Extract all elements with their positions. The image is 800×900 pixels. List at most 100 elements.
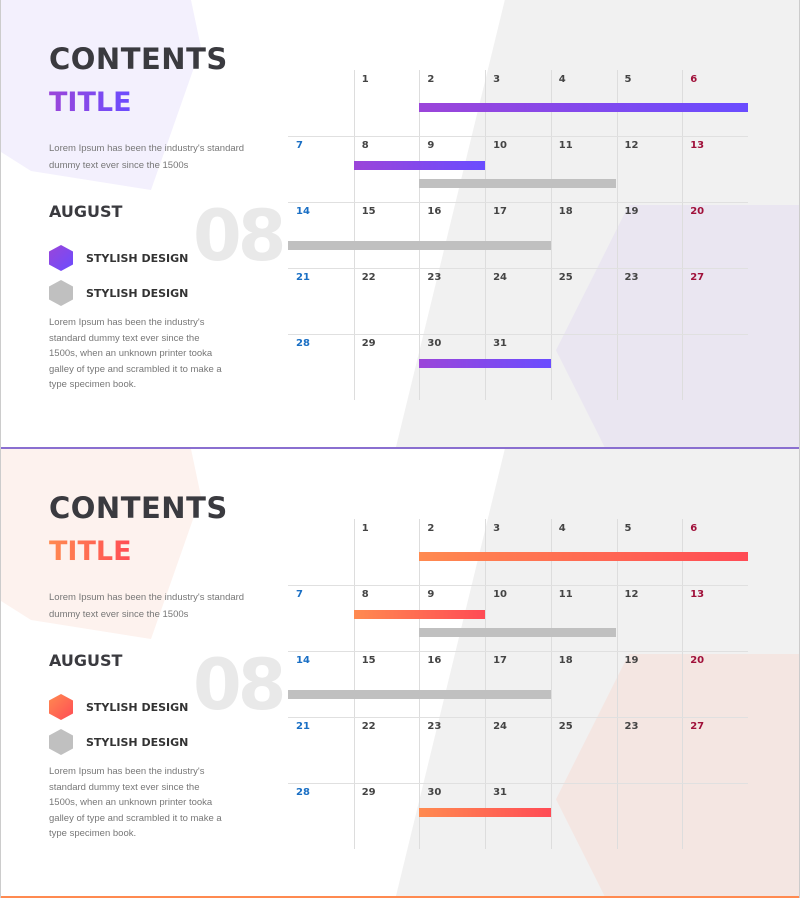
event-bar-accent[interactable]: [353, 610, 486, 619]
body-text: Lorem Ipsum has been the industry's stan…: [49, 766, 222, 839]
calendar-day[interactable]: 8: [361, 589, 369, 600]
calendar-day[interactable]: 5: [624, 523, 632, 534]
calendar-day[interactable]: 16: [427, 655, 442, 666]
grid-line: [485, 519, 487, 849]
calendar-day[interactable]: 6: [690, 74, 698, 85]
calendar-day[interactable]: 10: [493, 589, 508, 600]
calendar-day[interactable]: 13: [690, 140, 705, 151]
calendar-day[interactable]: 4: [558, 74, 566, 85]
grid-line: [288, 651, 748, 652]
calendar-day[interactable]: 5: [624, 74, 632, 85]
legend-item-gray: STYLISH DESIGN: [49, 280, 188, 306]
calendar-day[interactable]: 29: [361, 338, 376, 349]
event-bar-gray[interactable]: [288, 690, 551, 699]
calendar-day[interactable]: 21: [296, 721, 310, 732]
event-bar-accent[interactable]: [353, 161, 486, 170]
hexagon-icon: [49, 729, 73, 755]
calendar-day[interactable]: 24: [493, 721, 508, 732]
calendar-day[interactable]: 1: [361, 74, 369, 85]
calendar-day[interactable]: 30: [427, 787, 442, 798]
event-bar-accent[interactable]: [419, 808, 551, 817]
calendar-day[interactable]: 1: [361, 523, 369, 534]
calendar-day[interactable]: 13: [690, 589, 705, 600]
calendar-day[interactable]: 29: [361, 787, 376, 798]
calendar-day[interactable]: 28: [296, 787, 310, 798]
calendar-day[interactable]: 25: [558, 272, 573, 283]
event-bar-accent[interactable]: [419, 103, 748, 112]
calendar-day[interactable]: 14: [296, 655, 310, 666]
calendar-day[interactable]: 7: [296, 140, 303, 151]
calendar-day[interactable]: 3: [493, 523, 501, 534]
legend-item-accent: STYLISH DESIGN: [49, 694, 188, 720]
calendar-day[interactable]: 2: [427, 74, 435, 85]
grid-line: [485, 70, 487, 400]
calendar-day[interactable]: 9: [427, 589, 435, 600]
legend-label: STYLISH DESIGN: [86, 735, 189, 749]
grid-line: [288, 202, 748, 203]
legend-item-accent: STYLISH DESIGN: [49, 245, 188, 271]
title: TITLE: [49, 536, 132, 567]
calendar-day[interactable]: 15: [361, 655, 376, 666]
calendar-day[interactable]: 3: [493, 74, 501, 85]
calendar-day[interactable]: 4: [558, 523, 566, 534]
calendar-day[interactable]: 23: [624, 721, 639, 732]
calendar-day[interactable]: 28: [296, 338, 310, 349]
grid-line: [616, 519, 618, 849]
heading: CONTENTS: [49, 42, 228, 76]
calendar-day[interactable]: 23: [427, 272, 442, 283]
grid-line: [288, 136, 748, 137]
calendar-day[interactable]: 22: [361, 272, 376, 283]
calendar-day[interactable]: 17: [493, 206, 508, 217]
calendar-day[interactable]: 18: [558, 206, 573, 217]
month-number: 08: [193, 644, 286, 726]
calendar-day[interactable]: 6: [690, 523, 698, 534]
calendar-day[interactable]: 19: [624, 655, 639, 666]
legend-label: STYLISH DESIGN: [86, 286, 189, 300]
event-bar-accent[interactable]: [419, 359, 551, 368]
calendar-day[interactable]: 21: [296, 272, 310, 283]
calendar-day[interactable]: 23: [624, 272, 639, 283]
event-bar-gray[interactable]: [419, 179, 617, 188]
calendar-day[interactable]: 12: [624, 589, 639, 600]
calendar-day[interactable]: 10: [493, 140, 508, 151]
calendar-day[interactable]: 27: [690, 721, 705, 732]
calendar-day[interactable]: 23: [427, 721, 442, 732]
grid-line: [682, 70, 684, 400]
calendar-day[interactable]: 18: [558, 655, 573, 666]
hexagon-icon: [49, 694, 73, 720]
calendar-day[interactable]: 15: [361, 206, 376, 217]
calendar-day[interactable]: 31: [493, 787, 508, 798]
calendar-day[interactable]: 20: [690, 655, 705, 666]
calendar-day[interactable]: 22: [361, 721, 376, 732]
calendar-day[interactable]: 19: [624, 206, 639, 217]
calendar-day[interactable]: 8: [361, 140, 369, 151]
grid-line: [288, 334, 748, 335]
calendar-day[interactable]: 17: [493, 655, 508, 666]
calendar-day[interactable]: 30: [427, 338, 442, 349]
event-bar-accent[interactable]: [419, 552, 748, 561]
grid-line: [353, 519, 355, 849]
calendar-day[interactable]: 20: [690, 206, 705, 217]
grid-line: [419, 519, 421, 849]
calendar-day[interactable]: 27: [690, 272, 705, 283]
event-bar-gray[interactable]: [419, 628, 617, 637]
calendar-day[interactable]: 11: [558, 140, 573, 151]
calendar-day[interactable]: 11: [558, 589, 573, 600]
month-label: AUGUST: [49, 651, 123, 670]
calendar-day[interactable]: 9: [427, 140, 435, 151]
heading: CONTENTS: [49, 491, 228, 525]
calendar: 1 2 3 4 5 6 7 8 9 10 11 12 13 14 15 16 17 18 19 20 21 22 23 24 2…: [288, 70, 748, 400]
legend-label: STYLISH DESIGN: [86, 251, 189, 265]
calendar-day[interactable]: 31: [493, 338, 508, 349]
calendar-day[interactable]: 16: [427, 206, 442, 217]
divider: [1, 896, 799, 898]
grid-line: [550, 519, 552, 849]
calendar-day[interactable]: 24: [493, 272, 508, 283]
calendar-day[interactable]: 12: [624, 140, 639, 151]
calendar-day[interactable]: 14: [296, 206, 310, 217]
calendar-day[interactable]: 7: [296, 589, 303, 600]
calendar-day[interactable]: 25: [558, 721, 573, 732]
calendar-day[interactable]: 2: [427, 523, 435, 534]
event-bar-gray[interactable]: [288, 241, 551, 250]
legend-label: STYLISH DESIGN: [86, 700, 189, 714]
